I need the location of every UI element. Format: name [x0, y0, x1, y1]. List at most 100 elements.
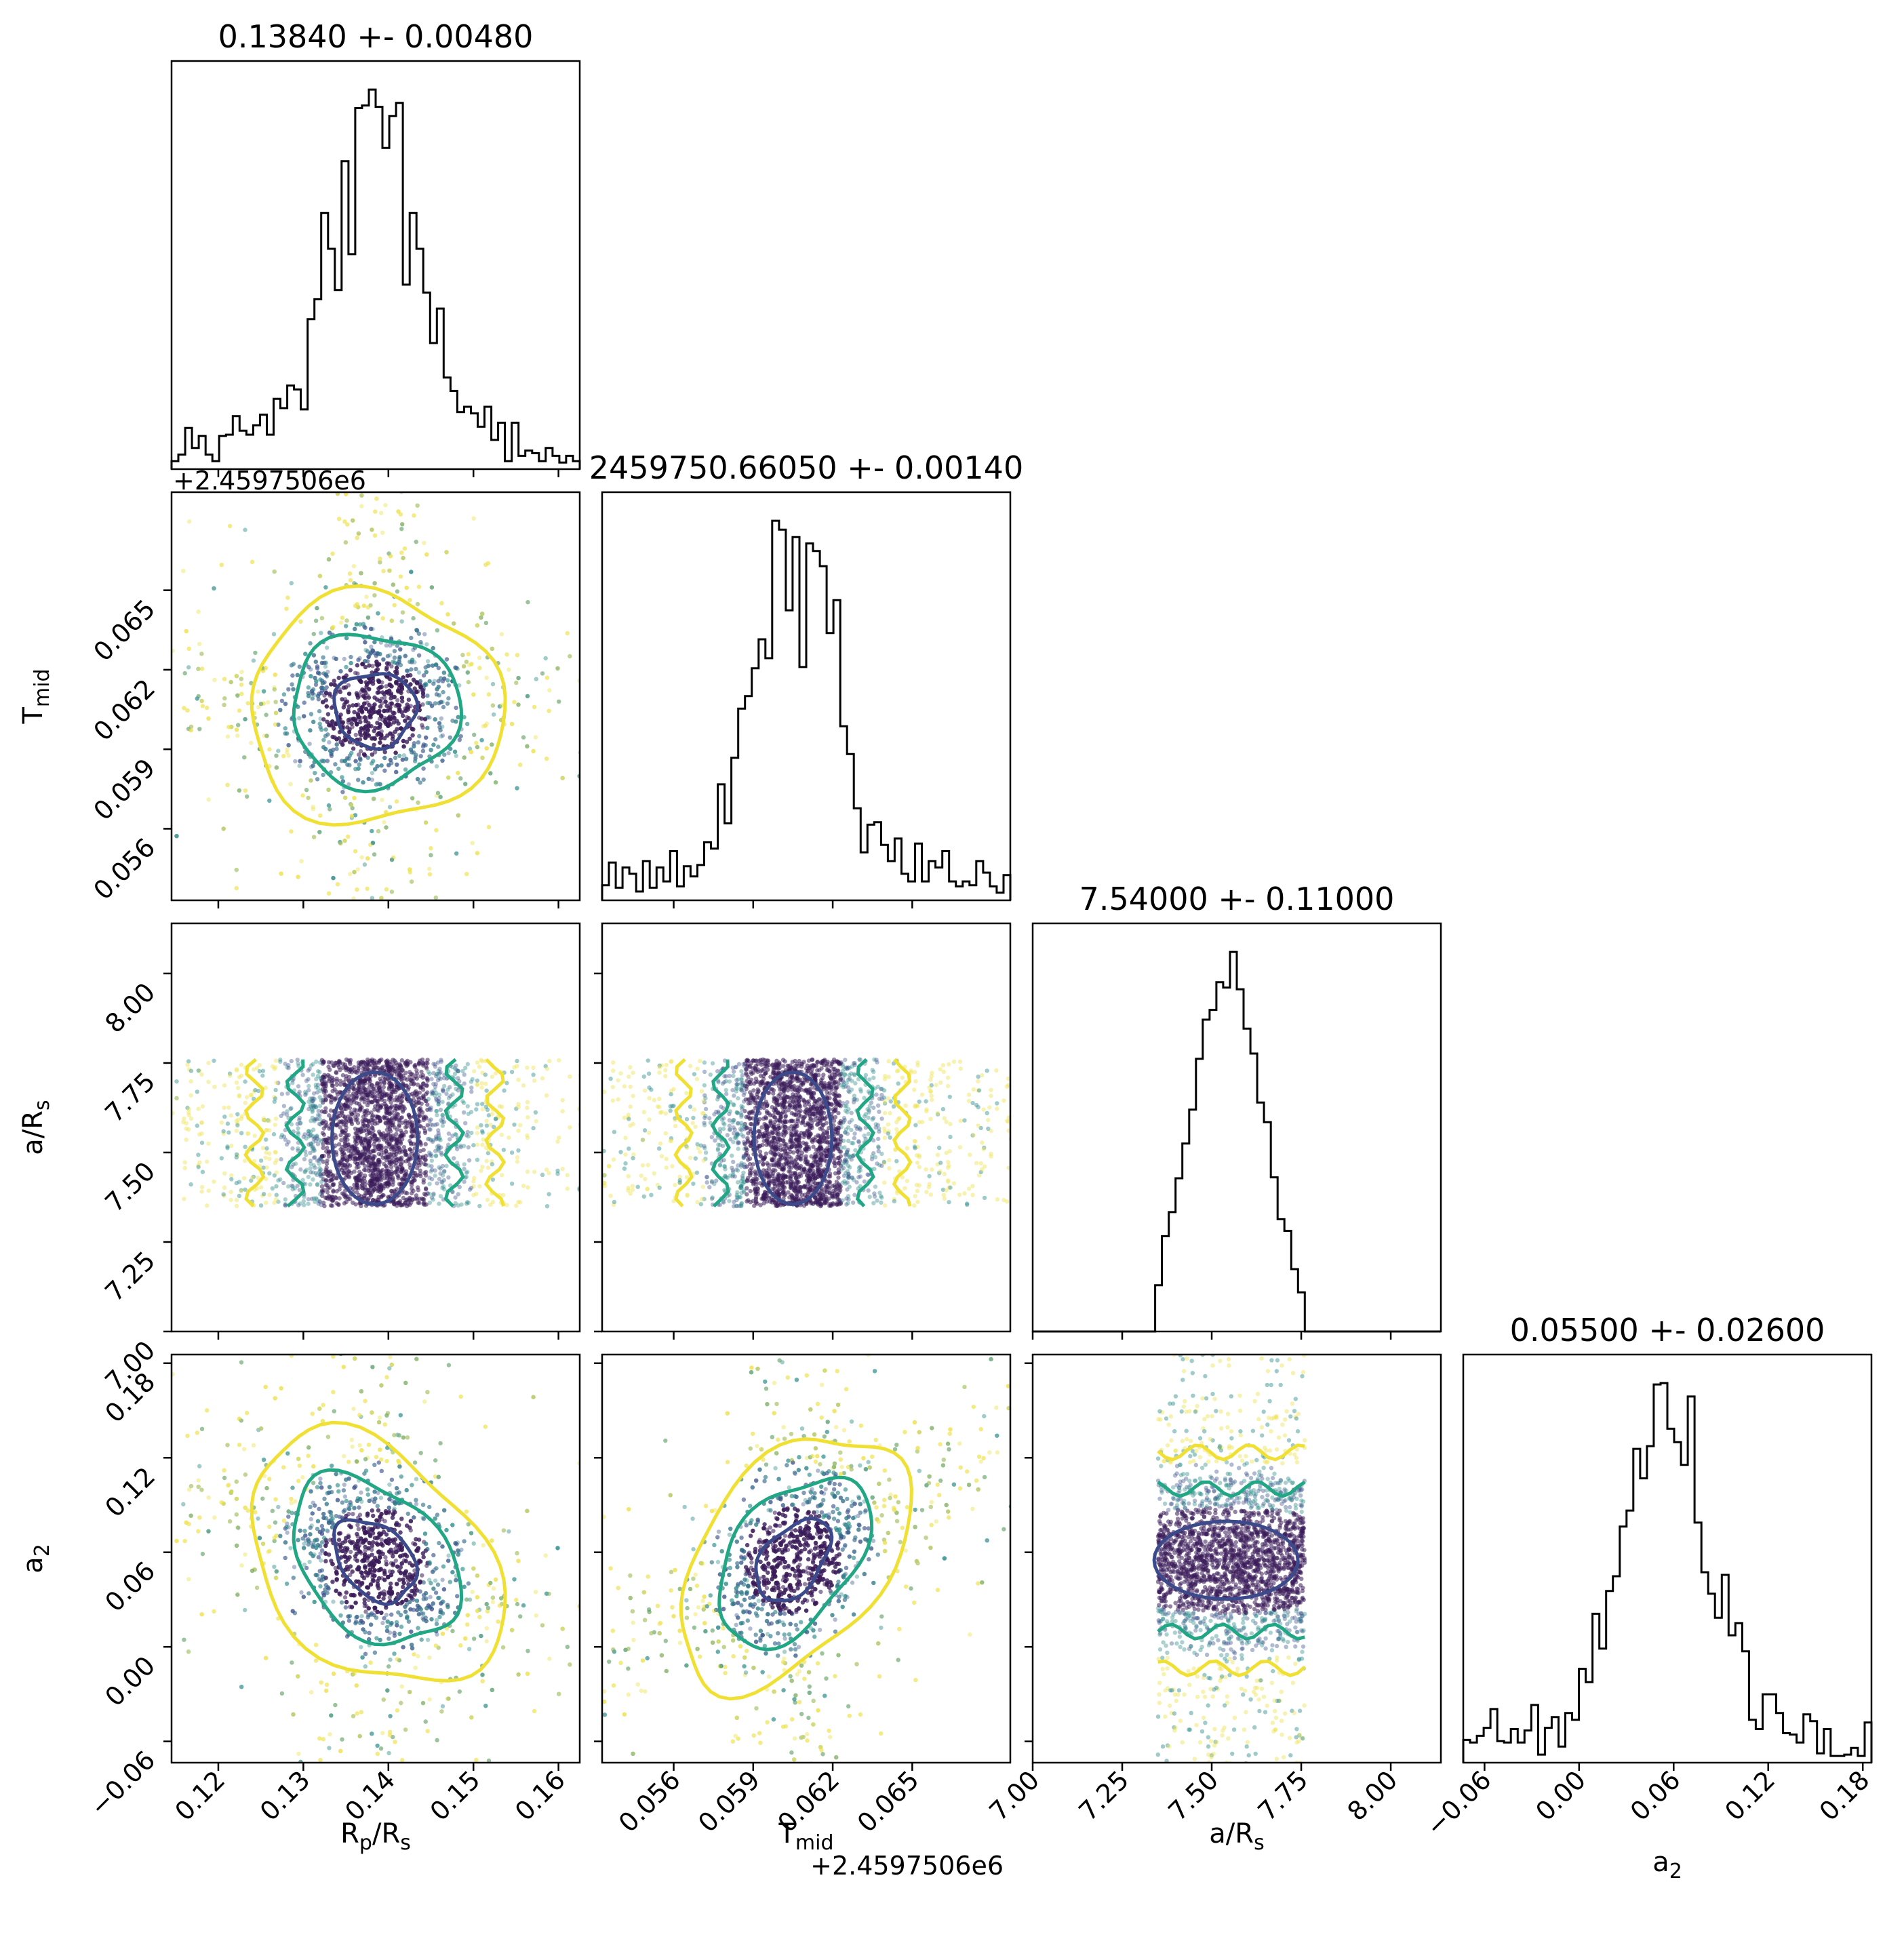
sample-point	[346, 710, 351, 715]
sample-point	[399, 1155, 404, 1160]
sample-point	[395, 719, 399, 723]
sample-point	[411, 677, 416, 682]
sample-point	[437, 1075, 441, 1081]
sample-point	[222, 677, 227, 681]
sample-point	[531, 748, 536, 754]
sample-point	[264, 734, 269, 738]
sample-point	[395, 698, 400, 703]
sample-point	[491, 1125, 496, 1129]
sample-point	[365, 856, 370, 861]
sample-point	[389, 761, 394, 765]
sample-point	[234, 867, 239, 873]
sample-point	[435, 1060, 441, 1065]
sample-point	[404, 1124, 410, 1129]
sample-point	[239, 670, 244, 675]
sample-point	[515, 653, 520, 658]
sample-point	[397, 656, 402, 661]
sample-point	[411, 616, 416, 621]
sample-point	[430, 663, 435, 668]
sample-point	[400, 1094, 405, 1099]
sample-point	[587, 1201, 591, 1205]
sample-point	[409, 667, 414, 672]
sample-point	[229, 679, 233, 685]
sample-point	[186, 665, 191, 670]
sample-point	[317, 574, 323, 578]
sample-point	[276, 722, 281, 727]
sample-point	[342, 759, 348, 763]
sample-point	[412, 1178, 416, 1183]
sample-point	[434, 793, 439, 798]
sample-point	[433, 1074, 439, 1079]
sample-point	[464, 660, 469, 664]
sample-point	[370, 1063, 375, 1068]
sample-point	[403, 1070, 408, 1075]
sample-point	[261, 1192, 266, 1197]
sample-point	[408, 1134, 414, 1139]
sample-point	[427, 1071, 432, 1077]
sample-point	[239, 1131, 244, 1136]
sample-point	[319, 727, 324, 732]
sample-point	[372, 1118, 377, 1123]
sample-point	[293, 1161, 298, 1166]
sample-point	[603, 668, 607, 672]
sample-point	[403, 654, 408, 658]
sample-point	[479, 1168, 483, 1174]
sample-point	[239, 1117, 244, 1121]
sample-point	[249, 681, 254, 685]
sample-point	[396, 1176, 401, 1181]
sample-point	[344, 1143, 349, 1148]
sample-point	[309, 689, 315, 694]
sample-point	[353, 626, 357, 631]
sample-point	[391, 1058, 395, 1062]
sample-point	[389, 889, 395, 894]
sample-point	[185, 708, 190, 713]
sample-point	[401, 713, 405, 719]
sample-point	[296, 704, 300, 709]
sample-point	[480, 612, 485, 616]
sample-point	[196, 666, 201, 671]
sample-point	[388, 554, 393, 559]
sample-point	[249, 1092, 254, 1098]
sample-point	[474, 740, 479, 746]
sample-point	[464, 1170, 469, 1176]
sample-point	[472, 1176, 477, 1181]
sample-point	[376, 662, 382, 667]
sample-point	[311, 1148, 316, 1153]
sample-point	[298, 1201, 302, 1206]
sample-point	[199, 698, 204, 704]
sample-point	[413, 754, 418, 759]
sample-point	[311, 1127, 316, 1132]
sample-point	[296, 704, 300, 709]
sample-point	[199, 1131, 204, 1136]
sample-point	[475, 744, 480, 750]
sample-point	[285, 747, 290, 752]
sample-point	[334, 1082, 339, 1087]
sample-point	[343, 540, 349, 545]
sample-point	[389, 857, 395, 862]
sample-point	[446, 775, 451, 780]
sample-point	[357, 729, 363, 734]
sample-point	[358, 904, 362, 908]
sample-point	[278, 708, 283, 713]
sample-point	[340, 1144, 344, 1150]
sample-point	[514, 1203, 519, 1208]
sample-point	[395, 762, 399, 767]
sample-point	[374, 1060, 379, 1065]
sample-point	[339, 759, 344, 763]
sample-point	[433, 1168, 437, 1173]
sample-point	[346, 835, 351, 839]
sample-point	[338, 669, 343, 674]
sample-point	[373, 1073, 378, 1078]
sample-point	[336, 1110, 342, 1116]
sample-point	[418, 1142, 423, 1147]
sample-point	[593, 1069, 597, 1073]
sample-point	[399, 550, 404, 555]
sample-point	[272, 1099, 277, 1104]
sample-point	[429, 748, 433, 753]
sample-point	[321, 671, 326, 676]
sample-point	[322, 660, 327, 665]
sample-point	[391, 855, 396, 860]
sample-point	[409, 879, 414, 884]
sample-point	[174, 834, 179, 839]
sample-point	[456, 1192, 460, 1197]
